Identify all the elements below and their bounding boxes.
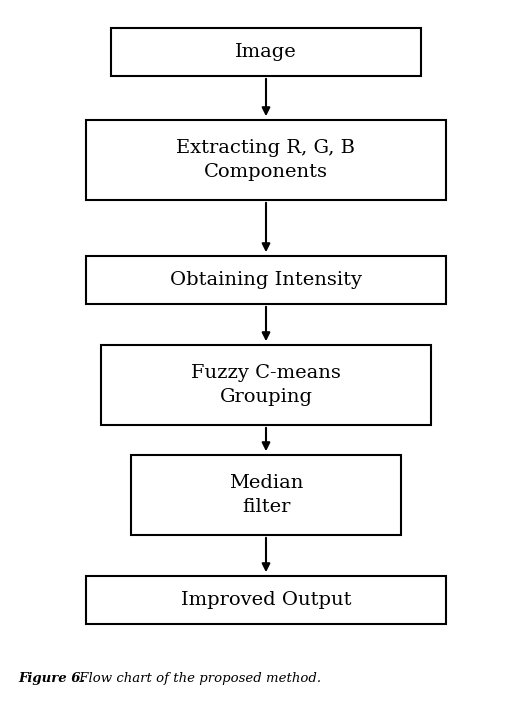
Bar [131, 455, 401, 535]
Bar [101, 345, 431, 425]
Bar [111, 28, 421, 76]
Text: Extracting R, G, B
Components: Extracting R, G, B Components [177, 139, 355, 181]
Bar [86, 256, 446, 304]
Text: Image: Image [235, 43, 297, 61]
Text: Fuzzy C-means
Grouping: Fuzzy C-means Grouping [191, 364, 341, 406]
Text: Figure 6.: Figure 6. [18, 672, 85, 685]
Text: Improved Output: Improved Output [181, 591, 351, 609]
Text: Obtaining Intensity: Obtaining Intensity [170, 271, 362, 289]
Bar [86, 120, 446, 200]
Text: Median
filter: Median filter [229, 474, 303, 516]
Bar [86, 576, 446, 624]
Text: Flow chart of the proposed method.: Flow chart of the proposed method. [75, 672, 321, 685]
